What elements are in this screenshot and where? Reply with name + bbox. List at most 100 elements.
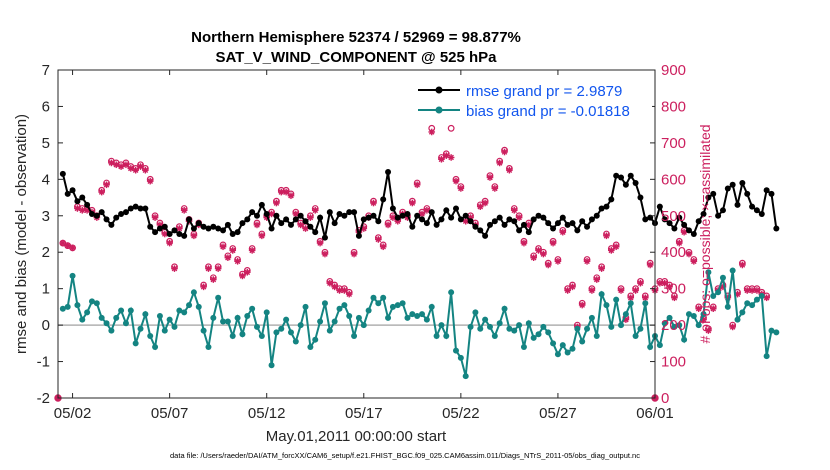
bias-point <box>729 267 736 274</box>
bias-point <box>428 303 435 310</box>
bias-point <box>491 333 498 340</box>
bias-point <box>753 296 760 303</box>
bias-point <box>331 318 338 325</box>
obs-assimilated-stroke <box>288 192 294 199</box>
rmse-point <box>506 216 513 223</box>
obs-assimilated-stroke <box>530 254 537 261</box>
rmse-point <box>632 179 639 186</box>
obs-assimilated-marker <box>59 239 67 247</box>
rmse-point <box>710 190 717 197</box>
obs-assimilated-stroke <box>729 324 736 330</box>
obs-assimilated-stroke <box>589 287 595 294</box>
obs-assimilated-marker <box>739 261 746 269</box>
bias-point <box>273 329 280 336</box>
rmse-point <box>161 223 168 230</box>
bias-point <box>749 302 756 309</box>
obs-assimilated-stroke <box>525 222 532 228</box>
obs-assimilated-marker <box>268 210 275 218</box>
bias-point <box>530 334 537 341</box>
rmse-point <box>724 185 731 192</box>
obs-assimilated-stroke <box>744 287 751 294</box>
obs-assimilated-marker <box>496 159 503 167</box>
rmse-point <box>137 205 144 212</box>
obs-assimilated-stroke <box>152 214 158 221</box>
bias-point <box>88 298 95 305</box>
rmse-point <box>462 212 469 219</box>
obs-assimilated-stroke <box>229 247 236 254</box>
rmse-point <box>229 231 236 237</box>
obs-assimilated-marker <box>637 279 644 287</box>
rmse-point <box>613 172 620 179</box>
obs-assimilated-stroke <box>559 229 566 235</box>
obs-assimilated-stroke <box>200 284 207 290</box>
obs-assimilated-stroke <box>409 200 416 206</box>
bias-point <box>326 327 333 334</box>
bias-point <box>588 314 595 321</box>
rmse-point <box>467 218 474 225</box>
obs-assimilated-stroke <box>496 160 503 166</box>
obs-assimilated-marker <box>282 188 290 196</box>
obs-assimilated-marker <box>214 265 222 272</box>
obs-assimilated-marker <box>336 287 343 294</box>
obs-assimilated-marker <box>753 287 761 294</box>
rmse-point <box>545 220 552 227</box>
obs-assimilated-marker <box>709 305 717 313</box>
obs-assimilated-stroke <box>540 251 547 257</box>
rmse-point <box>234 229 241 236</box>
obs-assimilated-marker <box>171 265 178 272</box>
obs-assimilated-marker <box>612 243 620 251</box>
obs-possible-marker <box>447 124 455 132</box>
obs-assimilated-marker <box>331 283 338 291</box>
rmse-point <box>79 194 86 201</box>
legend-label-rmse: rmse grand pr = 2.9879 <box>466 83 622 100</box>
bias-point <box>205 343 212 350</box>
obs-assimilated-stroke <box>710 305 717 312</box>
obs-assimilated-stroke <box>579 302 586 308</box>
obs-assimilated-marker <box>452 177 460 185</box>
rmse-point <box>719 207 726 214</box>
obs-assimilated-stroke <box>691 258 697 265</box>
bias-point <box>622 311 629 318</box>
obs-assimilated-marker <box>593 276 601 283</box>
bias-point <box>297 322 304 329</box>
bias-point <box>700 311 707 318</box>
obs-assimilated-marker <box>253 221 261 229</box>
obs-assimilated-marker <box>413 181 421 189</box>
obs-assimilated-marker <box>457 185 465 192</box>
rmse-point <box>715 212 722 219</box>
obs-assimilated-marker <box>161 230 169 238</box>
bias-point <box>122 320 129 327</box>
rmse-point <box>326 209 333 216</box>
obs-assimilated-marker <box>146 177 154 185</box>
rmse-point <box>166 231 173 237</box>
rmse-point <box>239 220 246 227</box>
rmse-point <box>608 196 615 203</box>
obs-assimilated-stroke <box>657 280 663 287</box>
y-axis-right-label: # of obs: o=possible; ×=assimilated <box>697 124 713 343</box>
series-group <box>54 92 780 402</box>
obs-assimilated-marker <box>564 287 571 294</box>
obs-assimilated-stroke <box>676 240 683 246</box>
bias-point <box>239 331 246 338</box>
rmse-point <box>74 198 81 205</box>
obs-assimilated-stroke <box>220 243 226 250</box>
obs-assimilated-stroke <box>603 233 610 239</box>
plot-frame <box>57 69 656 399</box>
rmse-point <box>666 220 673 227</box>
rmse-point <box>195 220 202 227</box>
bias-point <box>642 300 649 307</box>
obs-assimilated-marker <box>287 192 295 200</box>
rmse-point <box>705 194 712 201</box>
obs-assimilated-stroke <box>317 240 323 246</box>
rmse-point <box>341 212 348 219</box>
y-tick-label: 7 <box>42 62 50 79</box>
rmse-point <box>676 214 683 221</box>
obs-assimilated-stroke <box>79 207 86 214</box>
rmse-point <box>147 223 154 230</box>
obs-assimilated-marker <box>627 294 635 302</box>
obs-assimilated-stroke <box>637 280 644 287</box>
bias-point <box>234 314 241 321</box>
rmse-point <box>176 231 183 237</box>
bias-point <box>414 313 421 319</box>
